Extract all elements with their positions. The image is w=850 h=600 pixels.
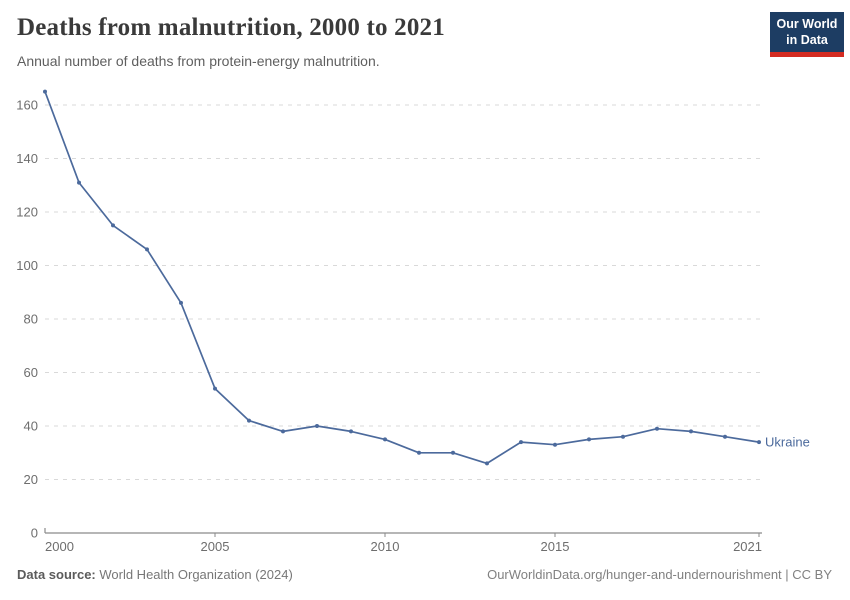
y-tick-label: 80 (24, 312, 38, 327)
data-point[interactable] (77, 180, 81, 185)
y-tick-label: 20 (24, 472, 38, 487)
data-point[interactable] (383, 437, 387, 442)
x-tick-label: 2000 (45, 539, 74, 554)
x-tick-label: 2021 (733, 539, 762, 554)
series-line (44, 90, 760, 465)
data-source: Data source: World Health Organization (… (17, 567, 293, 582)
owid-logo[interactable]: Our World in Data (770, 12, 844, 58)
chart-footer: Data source: World Health Organization (… (17, 567, 832, 582)
chart-subtitle: Annual number of deaths from protein-ene… (17, 53, 380, 69)
data-source-value: World Health Organization (2024) (95, 567, 293, 582)
data-source-label: Data source: (17, 567, 96, 582)
data-point[interactable] (349, 429, 353, 434)
y-tick-label: 160 (16, 98, 38, 113)
owid-logo-line2: in Data (786, 32, 828, 47)
y-tick-label: 100 (16, 258, 38, 273)
data-point[interactable] (621, 434, 625, 439)
y-tick-label: 120 (16, 205, 38, 220)
y-tick-label: 0 (31, 526, 38, 541)
data-point[interactable] (655, 426, 659, 431)
y-tick-label: 60 (24, 365, 38, 380)
data-point[interactable] (757, 440, 761, 445)
data-point[interactable] (111, 223, 115, 228)
data-point[interactable] (587, 437, 591, 442)
data-point[interactable] (213, 386, 217, 391)
data-point[interactable] (451, 450, 455, 455)
data-point[interactable] (247, 418, 251, 423)
chart-title: Deaths from malnutrition, 2000 to 2021 (17, 14, 445, 41)
data-point[interactable] (43, 89, 47, 94)
data-point[interactable] (417, 450, 421, 455)
data-point[interactable] (553, 442, 557, 447)
data-point[interactable] (281, 429, 285, 434)
y-tick-label: 140 (16, 151, 38, 166)
y-tick-label: 40 (24, 419, 38, 434)
data-point[interactable] (519, 440, 523, 445)
x-tick-label: 2015 (541, 539, 570, 554)
data-point[interactable] (689, 429, 693, 434)
credit-link[interactable]: OurWorldinData.org/hunger-and-undernouri… (487, 567, 832, 582)
data-point[interactable] (145, 247, 149, 252)
data-point[interactable] (179, 300, 183, 305)
series-label[interactable]: Ukraine (765, 435, 810, 450)
x-tick-label: 2010 (371, 539, 400, 554)
x-tick-label: 2005 (201, 539, 230, 554)
owid-logo-line1: Our World (776, 17, 838, 31)
data-point[interactable] (723, 434, 727, 439)
data-point[interactable] (315, 424, 319, 428)
data-point[interactable] (485, 461, 489, 466)
